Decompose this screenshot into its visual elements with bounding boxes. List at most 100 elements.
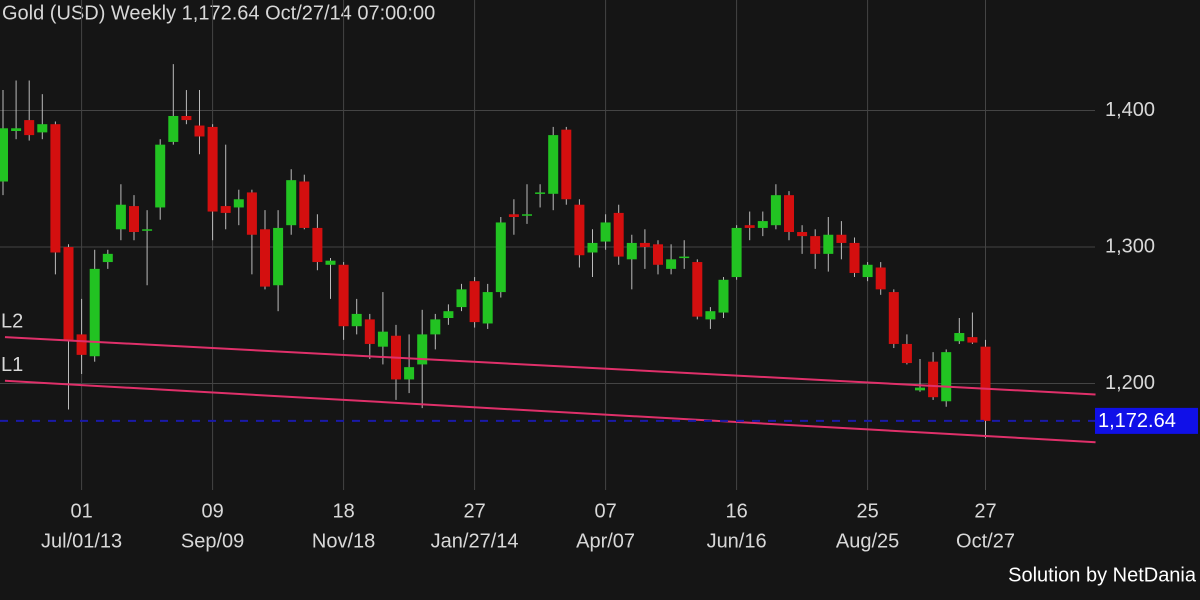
credit: Solution by NetDania bbox=[1008, 564, 1197, 586]
candle-body bbox=[718, 279, 729, 313]
candle-body bbox=[404, 367, 415, 380]
last-price-box bbox=[1095, 407, 1198, 434]
candle-body bbox=[600, 222, 611, 242]
chart-title: Gold (USD) Weekly 1,172.64 Oct/27/14 07:… bbox=[2, 2, 435, 24]
candle-body bbox=[299, 181, 310, 228]
x-tick-label: 27 bbox=[974, 500, 996, 522]
x-tick-label: 07 bbox=[594, 500, 616, 522]
trend-line-label: L2 bbox=[1, 310, 23, 332]
x-tick-label: 09 bbox=[201, 500, 223, 522]
candle-body bbox=[744, 225, 755, 228]
candle-body bbox=[653, 244, 663, 265]
candle-body bbox=[11, 128, 22, 132]
candle-body bbox=[220, 206, 231, 213]
x-tick-sublabel: Nov/18 bbox=[312, 530, 375, 552]
candle-body bbox=[364, 319, 375, 344]
candle-body bbox=[561, 129, 572, 200]
candle-body bbox=[495, 222, 506, 293]
candle-body bbox=[102, 253, 113, 263]
candle-body bbox=[260, 229, 270, 287]
candle-body bbox=[63, 247, 74, 340]
candle-body bbox=[194, 125, 205, 137]
candle-body bbox=[679, 256, 690, 259]
trend-line bbox=[4, 336, 1096, 396]
x-tick-sublabel: Jun/16 bbox=[707, 530, 767, 552]
candle-body bbox=[875, 267, 886, 290]
candle-body bbox=[312, 227, 323, 263]
candle-body bbox=[469, 281, 480, 323]
candle-body bbox=[482, 292, 493, 324]
candle-body bbox=[181, 115, 192, 121]
candle-body bbox=[954, 333, 965, 342]
y-tick-label: 1,200 bbox=[1105, 372, 1155, 394]
candle-body bbox=[430, 319, 441, 335]
candle-body bbox=[246, 192, 257, 235]
candle-body bbox=[443, 311, 454, 319]
candle-body bbox=[705, 311, 716, 320]
candle-body bbox=[613, 212, 624, 257]
candle-body bbox=[325, 260, 336, 265]
candle-body bbox=[338, 264, 349, 327]
candle-body bbox=[692, 262, 703, 317]
candle-body bbox=[168, 115, 179, 142]
candle-body bbox=[508, 214, 519, 218]
candle-body bbox=[836, 234, 847, 243]
x-tick-sublabel: Oct/27 bbox=[956, 530, 1015, 552]
candle-body bbox=[901, 343, 912, 364]
candle-body bbox=[233, 199, 244, 208]
candle-body bbox=[797, 232, 808, 237]
x-tick-label: 18 bbox=[332, 500, 354, 522]
candle-body bbox=[377, 331, 388, 347]
candle-body bbox=[915, 387, 925, 391]
candle-body bbox=[456, 289, 467, 308]
candle-body bbox=[115, 204, 126, 230]
candle-body bbox=[417, 334, 428, 365]
x-tick-label: 01 bbox=[70, 500, 92, 522]
x-tick-label: 16 bbox=[725, 500, 747, 522]
candle-body bbox=[849, 242, 860, 273]
y-tick-label: 1,400 bbox=[1105, 99, 1155, 121]
candle-body bbox=[639, 242, 650, 248]
candle-body bbox=[626, 242, 637, 260]
candle-body bbox=[980, 346, 991, 421]
candle-body bbox=[548, 135, 559, 194]
x-tick-label: 27 bbox=[463, 500, 485, 522]
candle-body bbox=[24, 120, 35, 136]
candle-body bbox=[823, 234, 834, 254]
candle-body bbox=[37, 124, 48, 133]
trend-line bbox=[4, 379, 1096, 444]
x-tick-sublabel: Jul/01/13 bbox=[41, 530, 122, 552]
candle-body bbox=[784, 195, 794, 233]
candle-body bbox=[862, 264, 873, 278]
candle-body bbox=[535, 192, 546, 194]
x-tick-sublabel: Aug/25 bbox=[836, 530, 899, 552]
candle-body bbox=[587, 242, 598, 253]
candle-body bbox=[928, 361, 939, 398]
y-tick-label: 1,300 bbox=[1105, 235, 1155, 257]
candle-body bbox=[155, 144, 166, 208]
trend-line-label: L1 bbox=[1, 354, 23, 376]
candle-body bbox=[574, 204, 585, 256]
candle-body bbox=[757, 221, 768, 228]
x-tick-sublabel: Sep/09 bbox=[181, 530, 244, 552]
candle-body bbox=[666, 259, 677, 269]
candle-body bbox=[967, 337, 978, 343]
candle-body bbox=[731, 227, 742, 278]
candle-body bbox=[129, 206, 139, 233]
candle-body bbox=[286, 180, 297, 226]
candle-body bbox=[50, 124, 61, 253]
candle-body bbox=[89, 268, 100, 357]
last-price-label: 1,172.64 bbox=[1098, 410, 1176, 432]
candle-body bbox=[273, 227, 284, 286]
candle-body bbox=[76, 334, 87, 355]
candle-body bbox=[810, 236, 821, 254]
candle-body bbox=[142, 229, 153, 231]
candle-body bbox=[888, 292, 899, 344]
candle-body bbox=[207, 126, 218, 212]
candle-body bbox=[522, 214, 532, 216]
x-tick-sublabel: Apr/07 bbox=[576, 530, 635, 552]
candle-body bbox=[941, 352, 952, 402]
candle-body bbox=[770, 195, 781, 226]
candle-body bbox=[351, 313, 362, 327]
